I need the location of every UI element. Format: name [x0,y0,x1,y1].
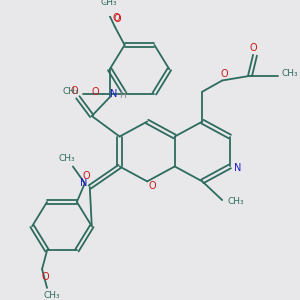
Text: CH₃: CH₃ [63,87,79,96]
Text: CH₃: CH₃ [100,0,117,7]
Text: O: O [41,272,49,282]
Text: CH₃: CH₃ [58,154,75,164]
Text: H: H [119,91,126,100]
Text: O: O [148,181,156,191]
Text: O: O [114,14,122,24]
Text: N: N [80,178,88,188]
Text: CH₃: CH₃ [228,197,244,206]
Text: N: N [110,88,117,99]
Text: N: N [234,163,242,173]
Text: CH₃: CH₃ [281,70,298,79]
Text: O: O [92,87,100,97]
Text: O: O [113,13,120,23]
Text: O: O [249,43,257,53]
Text: O: O [220,69,228,79]
Text: O: O [83,171,91,181]
Text: methoxy: methoxy [103,2,110,3]
Text: O: O [70,86,78,96]
Text: CH₃: CH₃ [44,291,60,300]
